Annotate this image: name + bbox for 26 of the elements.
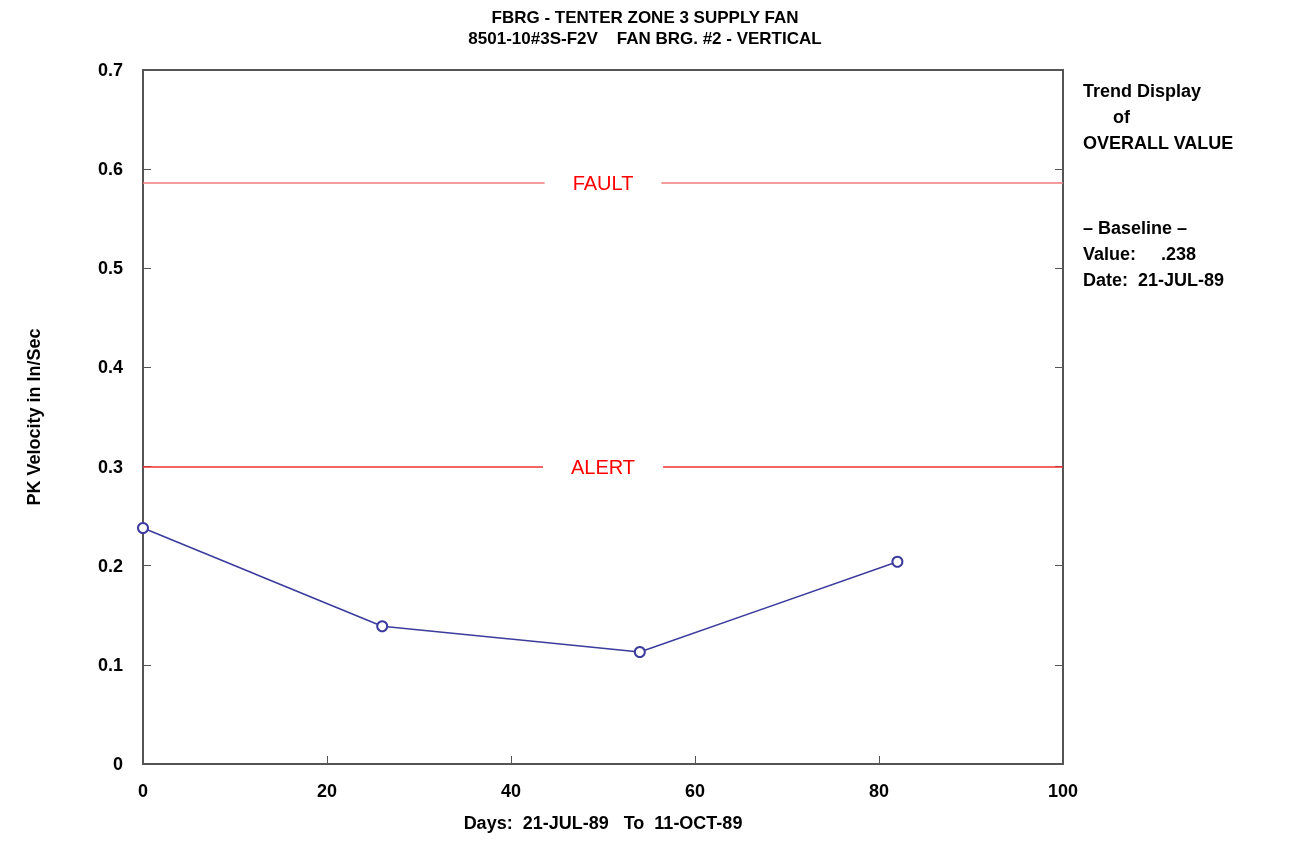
x-tick-label: 40	[500, 781, 522, 801]
chart-subtitle: 8501-10#3S-F2V FAN BRG. #2 - VERTICAL	[468, 29, 822, 48]
x-tick-label: 80	[868, 781, 890, 801]
x-axis-title: Days: 21-JUL-89 To 11-OCT-89	[463, 813, 743, 833]
y-tick-label: 0.4	[97, 357, 123, 378]
point	[891, 555, 904, 568]
y-axis-title: PK Velocity in In/Sec	[24, 328, 44, 506]
y-tick-label: 0.3	[97, 456, 123, 477]
y-tick-label: 0	[112, 754, 123, 774]
y-tick-label: 0.2	[97, 555, 123, 576]
text: Trend Display of OVERALL VALUE	[1083, 81, 1234, 153]
point	[376, 620, 389, 633]
ref-line-label: ALERT	[570, 455, 636, 478]
y-tick-label: 0.1	[97, 654, 123, 675]
x-tick-label: 0	[137, 781, 149, 801]
y-tick-label: 0.5	[97, 258, 123, 279]
point	[137, 522, 149, 535]
x-tick-label: 60	[684, 781, 706, 801]
y-tick-label: 0.6	[97, 159, 123, 180]
ref-line-label: FAULT	[572, 172, 634, 195]
chart-title: FBRG - TENTER ZONE 3 SUPPLY FAN	[491, 8, 799, 27]
y-tick-label: 0.7	[97, 60, 123, 80]
x-tick-label: 100	[1047, 781, 1079, 801]
text: – Baseline – Value: .238 Date: 21-JUL-89	[1083, 218, 1225, 290]
point	[633, 645, 646, 658]
x-tick-label: 20	[316, 781, 338, 801]
